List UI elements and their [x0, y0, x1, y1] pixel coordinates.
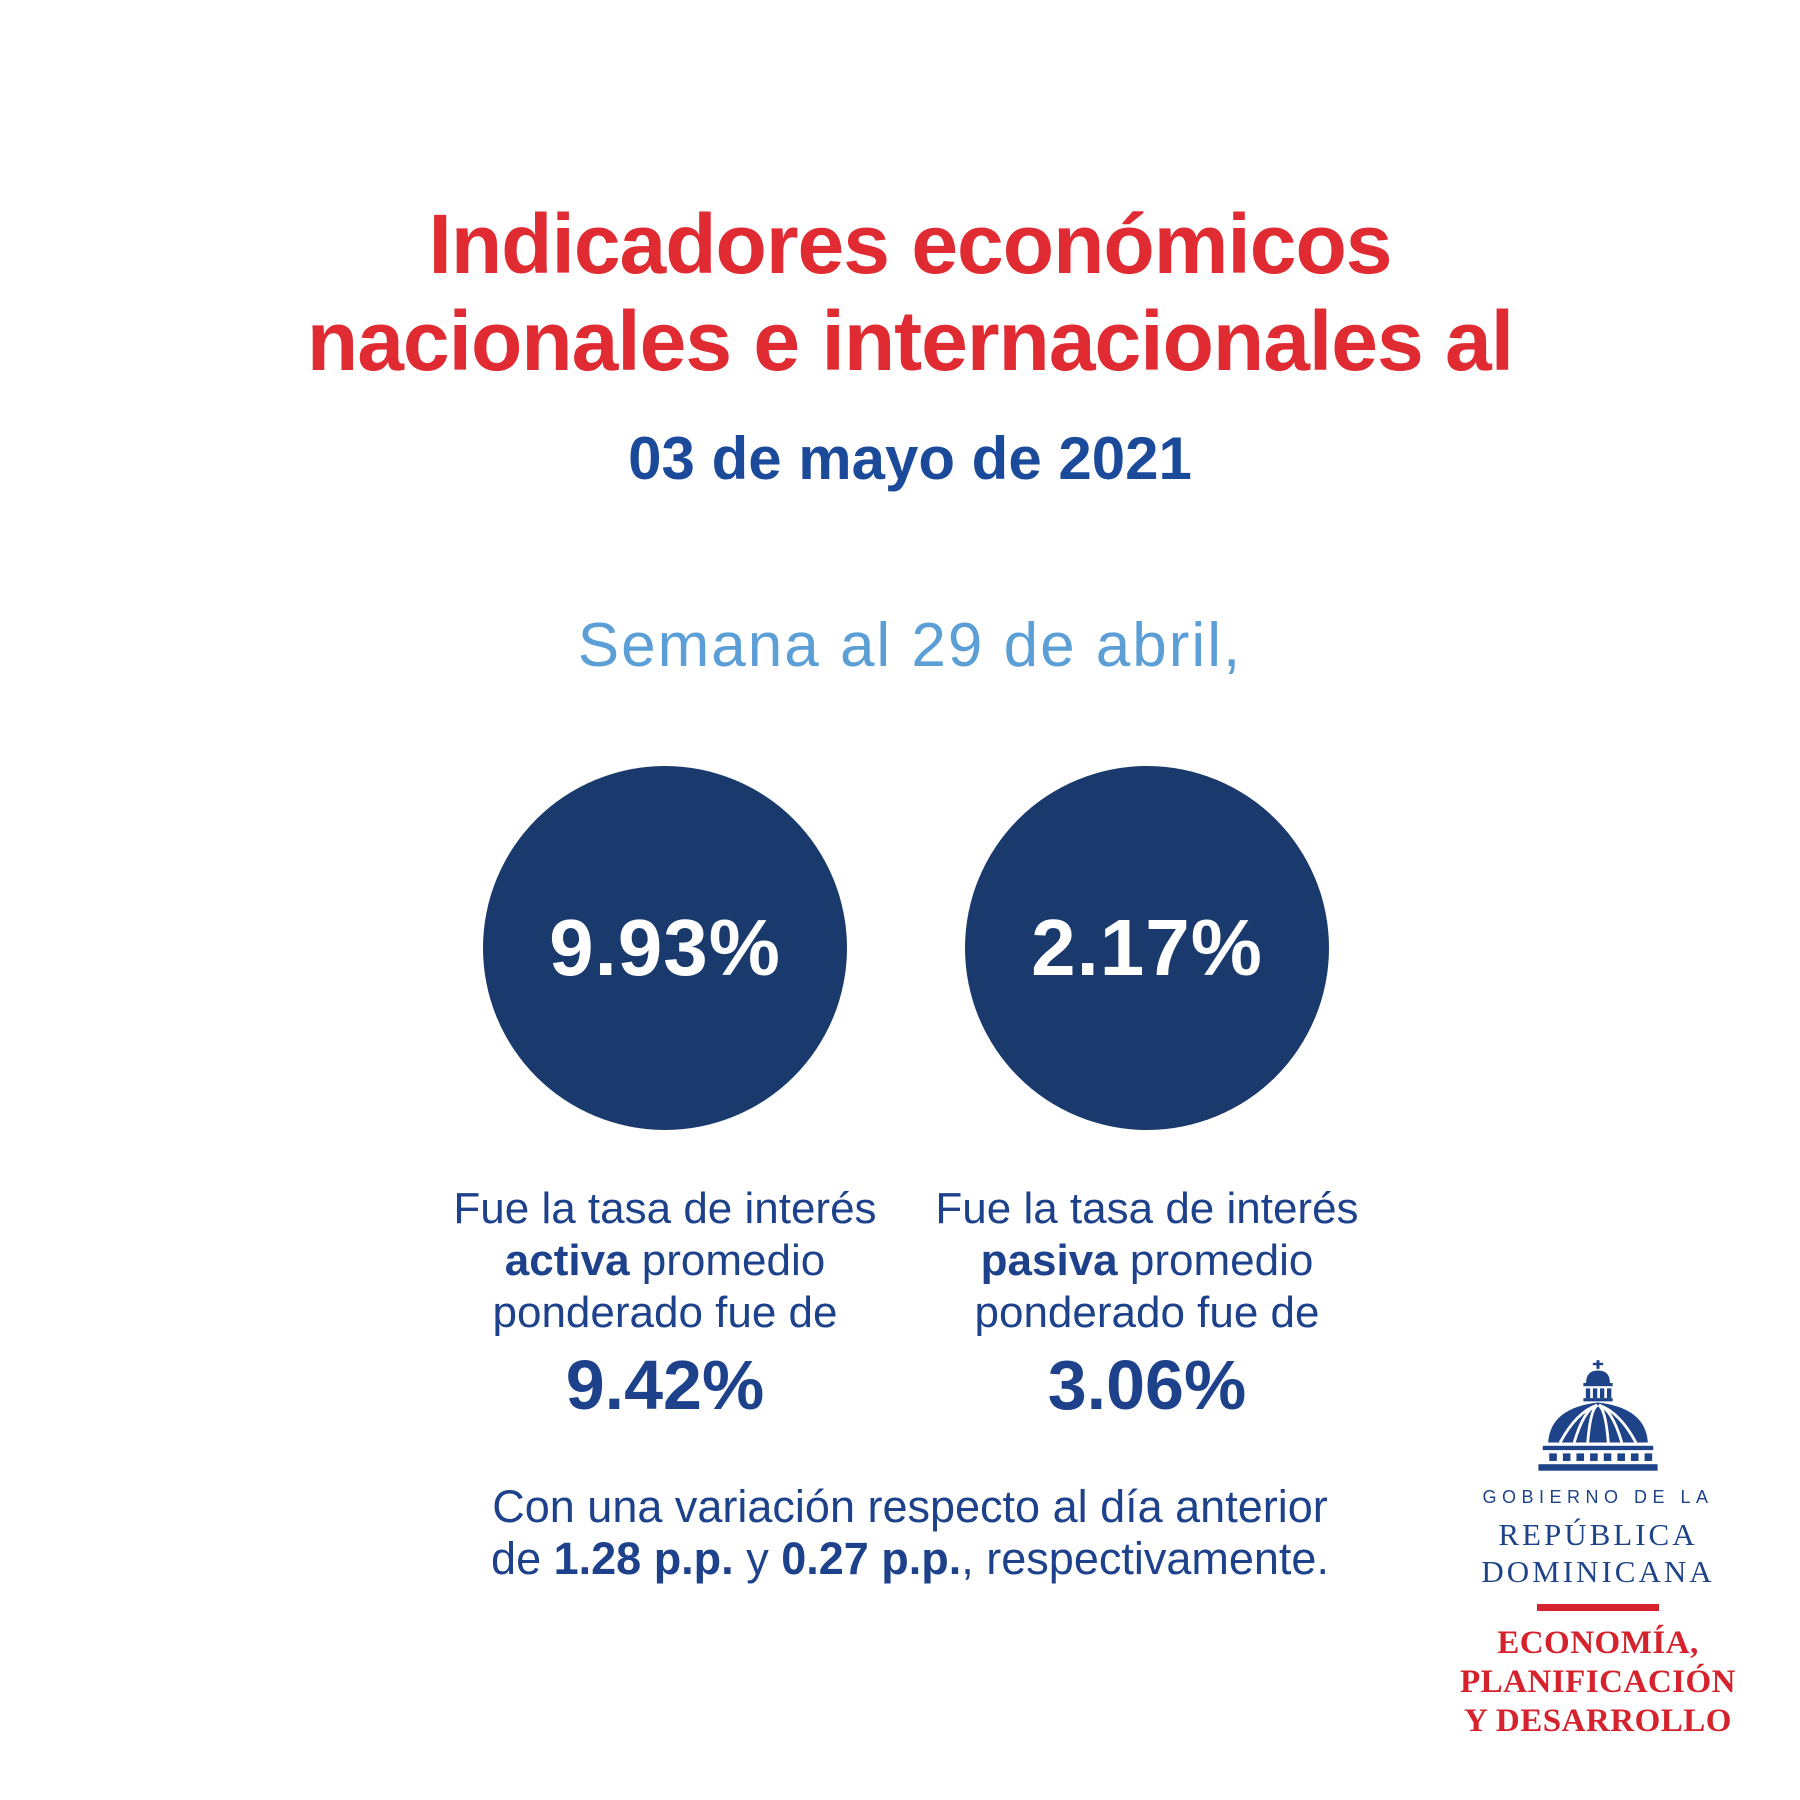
passive-rate-value: 3.06% — [1047, 1346, 1247, 1424]
logo-ministry-line3: Y DESARROLLO — [1464, 1703, 1732, 1739]
footnote-variation-active: 1.28 p.p. — [553, 1533, 734, 1584]
logo-ministry-line1: ECONOMÍA, — [1497, 1625, 1699, 1661]
report-date: 03 de mayo de 2021 — [628, 425, 1192, 492]
passive-rate-line2-rest: promedio — [1117, 1236, 1314, 1285]
logo-republica-line: REPÚBLICA — [1498, 1517, 1698, 1552]
active-rate-label-line2: activa promedio — [445, 1235, 885, 1287]
active-rate-circle: 9.93% — [483, 766, 847, 1130]
active-rate-value: 9.42% — [565, 1346, 765, 1424]
page-title-line1: Indicadores económicos — [428, 197, 1393, 291]
variation-footnote: Con una variación respecto al día anteri… — [20, 1481, 1800, 1585]
footnote-part: , respectivamente. — [961, 1533, 1329, 1584]
logo-dominicana-line: DOMINICANA — [1481, 1554, 1715, 1589]
passive-rate-label-line1: Fue la tasa de interés — [935, 1184, 1359, 1233]
footnote-part: y — [733, 1533, 782, 1584]
footnote-part: de — [491, 1533, 554, 1584]
logo-government-line: GOBIERNO DE LA — [1482, 1487, 1714, 1507]
footnote-variation-passive: 0.27 p.p. — [781, 1533, 962, 1584]
active-rate-circle-value: 9.93% — [549, 903, 781, 992]
logo-ministry-line2: PLANIFICACIÓN — [1459, 1664, 1736, 1700]
page-title: Indicadores económicos nacionales e inte… — [20, 196, 1800, 390]
government-logo: GOBIERNO DE LA REPÚBLICA DOMINICANA ECON… — [1430, 1360, 1766, 1741]
variation-footnote-line2: de 1.28 p.p. y 0.27 p.p., respectivament… — [20, 1533, 1800, 1585]
logo-divider — [1537, 1604, 1659, 1611]
active-rate-line2-rest: promedio — [629, 1236, 826, 1285]
logo-ministry-name: ECONOMÍA, PLANIFICACIÓN Y DESARROLLO — [1430, 1624, 1766, 1741]
passive-rate-bold-word: pasiva — [980, 1236, 1118, 1285]
active-rate-label: Fue la tasa de interés activa promedio p… — [445, 1183, 885, 1423]
page-title-line2: nacionales e internacionales al — [306, 294, 1514, 388]
passive-rate-circle-value: 2.17% — [1031, 903, 1263, 992]
government-dome-icon — [1430, 1360, 1766, 1472]
active-rate-label-line1: Fue la tasa de interés — [453, 1184, 877, 1233]
passive-rate-circle: 2.17% — [965, 766, 1329, 1130]
passive-rate-label-line3: ponderado fue de — [974, 1288, 1320, 1337]
variation-footnote-line1: Con una variación respecto al día anteri… — [492, 1481, 1328, 1532]
passive-rate-label-line2: pasiva promedio — [927, 1235, 1367, 1287]
logo-republic-name: REPÚBLICA DOMINICANA — [1430, 1516, 1766, 1590]
week-subtitle: Semana al 29 de abril, — [577, 611, 1243, 680]
active-rate-label-line3: ponderado fue de — [492, 1288, 838, 1337]
passive-rate-label: Fue la tasa de interés pasiva promedio p… — [927, 1183, 1367, 1423]
active-rate-bold-word: activa — [504, 1236, 630, 1285]
